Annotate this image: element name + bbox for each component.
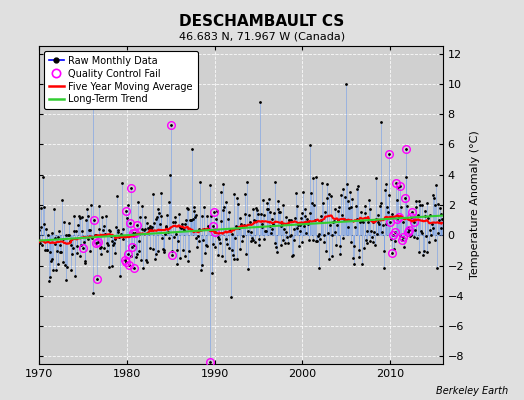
Text: Berkeley Earth: Berkeley Earth xyxy=(436,386,508,396)
Y-axis label: Temperature Anomaly (°C): Temperature Anomaly (°C) xyxy=(470,131,479,279)
Legend: Raw Monthly Data, Quality Control Fail, Five Year Moving Average, Long-Term Tren: Raw Monthly Data, Quality Control Fail, … xyxy=(44,51,198,109)
Text: DESCHAMBAULT CS: DESCHAMBAULT CS xyxy=(179,14,345,29)
Text: 46.683 N, 71.967 W (Canada): 46.683 N, 71.967 W (Canada) xyxy=(179,31,345,41)
